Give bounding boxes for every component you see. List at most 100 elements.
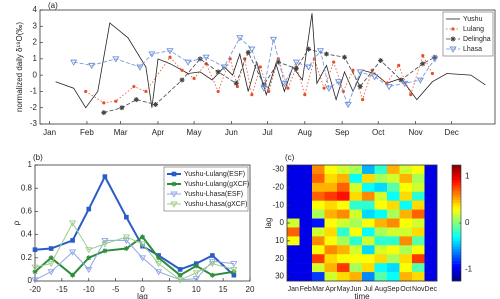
colorbar-segment — [452, 220, 461, 224]
marker — [430, 71, 435, 76]
y-axis-label: normalized daily δ¹⁸O(‰) — [15, 22, 24, 112]
y-tick-label: 0 — [280, 218, 285, 227]
marker — [248, 46, 256, 53]
marker — [184, 59, 192, 66]
x-tick-label: Sep — [335, 128, 350, 137]
heat-cell — [337, 245, 350, 255]
marker — [176, 277, 184, 284]
heat-cell — [412, 165, 425, 175]
colorbar-segment — [452, 223, 461, 227]
y-tick-label: 30 — [275, 272, 284, 281]
heat-cell — [399, 227, 413, 237]
colorbar-segment — [452, 278, 461, 282]
legend-label: Lhasa — [463, 46, 482, 53]
heat-cell — [324, 236, 338, 246]
colorbar-segment — [452, 240, 461, 244]
marker — [171, 181, 177, 187]
heat-cell — [412, 272, 425, 282]
heat-cell — [374, 209, 388, 219]
heat-cell — [287, 254, 300, 264]
colorbar-segment — [452, 266, 461, 270]
marker — [102, 101, 106, 105]
legend-label: Yushu-Lulang(gXCF) — [184, 181, 249, 188]
marker — [261, 82, 267, 88]
heat-cell — [287, 263, 300, 273]
heat-cell — [374, 200, 388, 210]
heat-cell — [324, 209, 338, 219]
marker — [155, 269, 163, 276]
heat-cell — [287, 165, 300, 175]
marker — [48, 246, 54, 251]
heat-cell — [362, 263, 375, 273]
marker — [193, 263, 199, 269]
heat-cell — [374, 245, 388, 255]
marker — [70, 238, 75, 243]
marker — [305, 46, 311, 52]
y-tick-label: 0.6 — [21, 207, 33, 216]
marker — [192, 276, 200, 283]
heat-cell — [337, 227, 350, 237]
y-tick-label: 20 — [275, 254, 284, 263]
marker — [258, 65, 262, 69]
x-axis-label: lag — [137, 292, 148, 299]
y-tick-label: 0.4 — [21, 230, 33, 239]
heat-cell — [337, 254, 350, 264]
x-tick-label: Sep — [387, 286, 400, 293]
y-tick-label: 0 — [28, 276, 33, 285]
heat-cell — [412, 200, 425, 210]
marker — [170, 191, 178, 198]
colorbar-segment — [452, 217, 461, 221]
heat-cell — [337, 182, 350, 193]
x-tick-label: Jun — [225, 128, 238, 137]
y-tick-label: 1 — [33, 54, 38, 63]
marker — [177, 272, 183, 278]
marker — [385, 84, 393, 91]
heat-cell — [374, 182, 388, 193]
colorbar-segment — [452, 202, 461, 206]
heat-cell — [312, 209, 325, 219]
heat-cell — [349, 245, 363, 255]
heat-cell — [337, 191, 350, 201]
colorbar-segment — [452, 208, 461, 212]
series-line — [34, 239, 234, 281]
marker — [332, 60, 336, 64]
x-tick-label: Aug — [298, 128, 312, 137]
heat-cell — [349, 218, 363, 228]
marker — [138, 255, 147, 262]
x-tick-label: Feb — [80, 128, 94, 137]
marker — [323, 51, 329, 57]
heat-cell — [312, 173, 325, 184]
marker — [378, 57, 384, 63]
heat-cell — [337, 200, 350, 210]
marker — [397, 63, 401, 67]
marker — [231, 272, 237, 278]
heat-cell — [337, 218, 350, 228]
colorbar-segment — [452, 257, 461, 261]
marker — [215, 69, 221, 75]
marker — [101, 237, 109, 245]
marker — [31, 277, 39, 284]
series-line — [85, 54, 433, 104]
heat-cell — [374, 263, 388, 273]
marker — [84, 89, 88, 94]
heat-cell — [374, 236, 388, 246]
marker — [416, 77, 424, 84]
colorbar-segment — [452, 231, 461, 235]
marker — [202, 54, 210, 61]
heat-cell — [299, 165, 313, 175]
heat-cell — [299, 182, 313, 193]
y-tick-label: 0 — [33, 70, 38, 79]
marker — [280, 80, 288, 87]
heat-cell — [362, 227, 375, 237]
marker — [322, 86, 326, 90]
marker — [112, 56, 120, 63]
heat-cell — [424, 263, 438, 273]
marker — [371, 74, 379, 81]
marker — [304, 64, 313, 71]
series-line — [103, 48, 435, 113]
marker — [409, 93, 413, 97]
heat-cell — [424, 254, 438, 264]
marker — [170, 201, 178, 208]
heat-cell — [387, 165, 400, 175]
marker — [166, 48, 174, 55]
